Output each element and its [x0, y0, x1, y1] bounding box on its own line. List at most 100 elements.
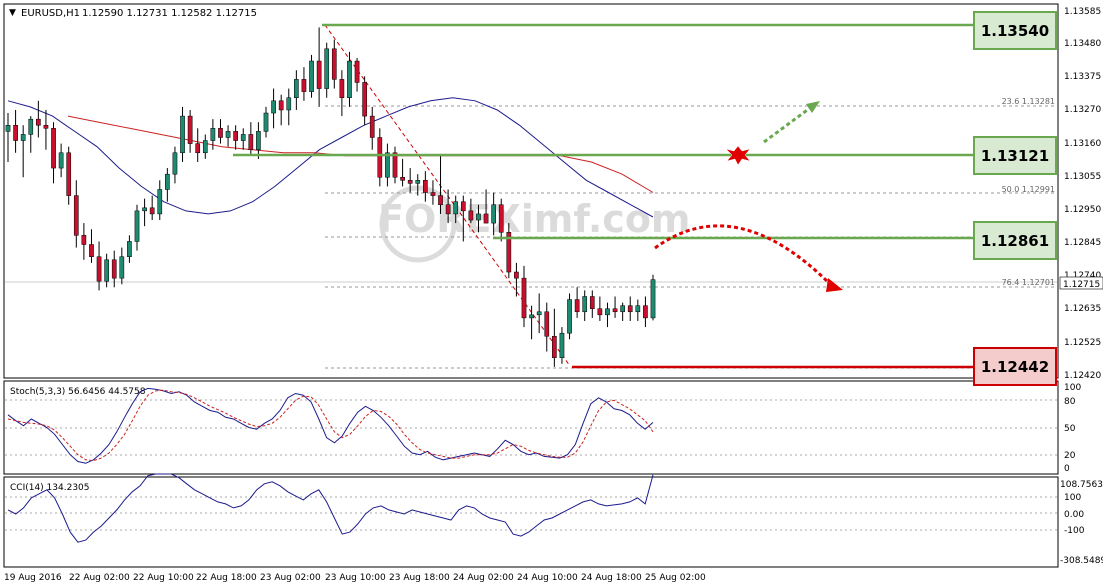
candle-body	[202, 140, 208, 154]
candle	[271, 88, 276, 129]
level-box-bg	[973, 11, 1057, 50]
candle	[149, 195, 155, 221]
candle-body	[347, 60, 352, 98]
candle-body	[491, 204, 496, 224]
y-tick: 1.12525	[1064, 338, 1101, 348]
cci-panel-border	[3, 476, 1059, 568]
candle-body	[559, 332, 565, 358]
candle-body	[331, 48, 337, 80]
x-tick: 24 Aug 18:00	[581, 573, 642, 583]
y-tick: 1.13375	[1064, 72, 1101, 82]
level-box-4: 1.12442	[973, 347, 1057, 386]
candle	[438, 155, 443, 214]
candle-body	[36, 118, 41, 126]
candle-body	[81, 235, 87, 245]
candle	[620, 302, 625, 321]
candle-body	[430, 192, 436, 196]
level-price-label: 1.13540	[981, 22, 1049, 40]
candle-body	[460, 201, 466, 212]
x-tick: 19 Aug 2016	[4, 573, 62, 583]
candle	[415, 174, 421, 196]
candle	[20, 125, 26, 178]
candle	[172, 146, 178, 184]
candle	[187, 109, 193, 153]
level-box-bg	[973, 136, 1057, 175]
x-tick: 24 Aug 02:00	[453, 573, 514, 583]
candle-body	[400, 176, 405, 181]
candle-body	[536, 311, 542, 316]
candle	[324, 42, 330, 98]
candle-body	[438, 195, 443, 206]
candle-body	[294, 79, 299, 98]
candle	[73, 180, 79, 248]
y-tick: 108.7563	[1060, 480, 1103, 490]
candle-body	[119, 256, 125, 279]
candle-body	[195, 143, 201, 154]
candle-body	[278, 100, 284, 111]
candle	[559, 327, 565, 364]
candle-body	[210, 128, 216, 141]
y-tick: 100	[1064, 383, 1081, 393]
candle-body	[627, 305, 633, 313]
x-tick: 22 Aug 10:00	[133, 573, 194, 583]
candle	[210, 119, 216, 150]
y-tick: 100	[1064, 493, 1081, 503]
candle-body	[423, 180, 428, 193]
candle	[521, 265, 527, 328]
candle-body	[43, 125, 49, 129]
candle	[66, 146, 72, 205]
y-tick: 50	[1064, 424, 1076, 434]
y-tick: 80	[1064, 397, 1076, 407]
candle-body	[514, 271, 519, 279]
y-tick: 1.12845	[1064, 238, 1101, 248]
candle	[423, 171, 428, 202]
candle	[589, 290, 595, 318]
candle	[552, 308, 557, 367]
candle-body	[165, 173, 170, 190]
candle	[127, 235, 132, 263]
candle-body	[111, 259, 117, 279]
candle-body	[544, 311, 550, 337]
y-tick: 1.13585	[1064, 7, 1101, 17]
candle	[635, 299, 641, 321]
x-axis: 19 Aug 2016 22 Aug 02:00 22 Aug 10:00 22…	[4, 573, 706, 583]
candle-body	[51, 128, 56, 169]
candle-body	[643, 305, 648, 319]
y-tick: 1.12635	[1064, 304, 1101, 314]
x-tick: 22 Aug 02:00	[69, 573, 130, 583]
candle	[331, 39, 337, 89]
candle	[13, 109, 18, 153]
candle-body	[521, 277, 527, 319]
level-price-label: 1.13121	[981, 147, 1049, 165]
level-box-bg	[973, 347, 1057, 386]
y-tick: -308.5489	[1060, 556, 1103, 566]
candle-body	[73, 195, 79, 236]
candle	[263, 106, 269, 138]
candle	[612, 296, 618, 318]
candle	[5, 113, 11, 162]
candle	[574, 287, 580, 318]
candle	[316, 27, 322, 107]
candle	[58, 143, 64, 178]
chart-menu-icon[interactable]: ▼	[9, 8, 16, 18]
y-tick: 1.12740	[1064, 271, 1101, 281]
candle	[468, 198, 474, 224]
candle-body	[650, 279, 656, 319]
candle	[597, 296, 603, 321]
y-tick: 1.13480	[1064, 39, 1101, 49]
fib-label-50: 50.0 1.12991	[1002, 185, 1055, 194]
candle-body	[453, 201, 459, 215]
x-tick: 25 Aug 02:00	[645, 573, 706, 583]
candle-body	[58, 152, 64, 169]
candle	[104, 253, 109, 288]
candle-body	[127, 241, 132, 257]
candle-body	[468, 210, 474, 221]
candle	[385, 143, 390, 187]
x-tick: 23 Aug 02:00	[260, 573, 321, 583]
y-axis-stoch: 100 80 50 20 0	[1064, 383, 1081, 474]
candle	[218, 119, 223, 144]
key-level-lines	[233, 23, 974, 369]
candle-body	[256, 131, 261, 150]
bearish-arrow-head-icon	[826, 278, 843, 292]
candle	[202, 134, 208, 159]
